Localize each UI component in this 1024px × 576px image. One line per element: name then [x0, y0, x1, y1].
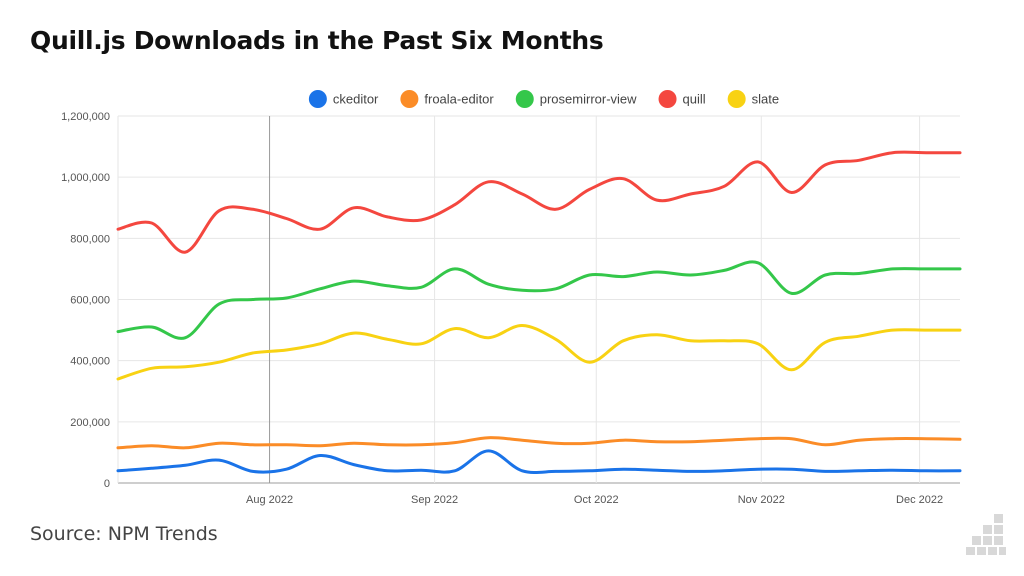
y-tick-label: 400,000 — [70, 356, 110, 368]
y-tick-label: 1,000,000 — [61, 172, 110, 184]
series-line-ckeditor — [116, 449, 962, 474]
legend-label-prosemirror-view: prosemirror-view — [540, 92, 637, 107]
series-lines — [116, 150, 962, 474]
legend-label-froala-editor: froala-editor — [424, 92, 494, 107]
logo-icon — [966, 514, 1006, 555]
legend-label-slate: slate — [752, 92, 779, 107]
chart-title: Quill.js Downloads in the Past Six Month… — [30, 26, 604, 55]
y-tick-label: 600,000 — [70, 295, 110, 307]
gridlines — [117, 115, 960, 484]
legend-label-quill: quill — [683, 92, 706, 107]
legend-swatch-ckeditor — [308, 90, 327, 108]
x-tick-label: Nov 2022 — [738, 494, 785, 506]
x-axis-tick-labels: Aug 2022 Sep 2022 Oct 2022 Nov 2022 Dec 2022 — [246, 494, 943, 506]
series-line-froala-editor — [116, 436, 962, 450]
y-axis-tick-labels: 0 200,000 400,000 600,000 800,000 1,000,000 1,… — [61, 111, 110, 490]
series-line-slate — [116, 323, 962, 381]
x-tick-label: Sep 2022 — [411, 494, 458, 506]
series-line-quill — [116, 150, 962, 254]
legend-swatch-slate — [727, 90, 746, 108]
legend-swatch-prosemirror-view — [515, 90, 534, 108]
legend: ckeditor froala-editor prosemirror-view qui… — [308, 90, 779, 108]
x-tick-label: Oct 2022 — [574, 494, 619, 506]
y-tick-label: 1,200,000 — [61, 111, 110, 123]
source-note: Source: NPM Trends — [30, 523, 218, 545]
legend-label-ckeditor: ckeditor — [333, 92, 379, 107]
series-line-prosemirror-view — [116, 260, 962, 340]
x-tick-label: Aug 2022 — [246, 494, 293, 506]
y-tick-label: 0 — [104, 478, 110, 490]
legend-swatch-quill — [658, 90, 677, 108]
x-tick-label: Dec 2022 — [896, 494, 943, 506]
y-tick-label: 800,000 — [70, 233, 110, 245]
legend-swatch-froala-editor — [400, 90, 419, 108]
y-tick-label: 200,000 — [70, 417, 110, 429]
